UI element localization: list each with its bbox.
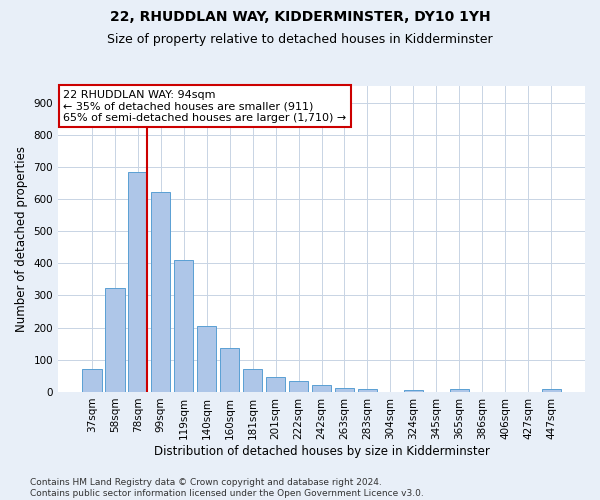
Bar <box>335 388 354 392</box>
Text: Size of property relative to detached houses in Kidderminster: Size of property relative to detached ho… <box>107 32 493 46</box>
Bar <box>358 388 377 392</box>
Text: 22 RHUDDLAN WAY: 94sqm
← 35% of detached houses are smaller (911)
65% of semi-de: 22 RHUDDLAN WAY: 94sqm ← 35% of detached… <box>64 90 347 123</box>
X-axis label: Distribution of detached houses by size in Kidderminster: Distribution of detached houses by size … <box>154 444 490 458</box>
Bar <box>151 192 170 392</box>
Text: Contains HM Land Registry data © Crown copyright and database right 2024.
Contai: Contains HM Land Registry data © Crown c… <box>30 478 424 498</box>
Bar <box>449 388 469 392</box>
Bar <box>105 288 125 392</box>
Bar <box>404 390 423 392</box>
Bar <box>128 172 148 392</box>
Bar <box>289 380 308 392</box>
Bar <box>266 376 286 392</box>
Bar <box>82 369 101 392</box>
Bar <box>197 326 217 392</box>
Text: 22, RHUDDLAN WAY, KIDDERMINSTER, DY10 1YH: 22, RHUDDLAN WAY, KIDDERMINSTER, DY10 1Y… <box>110 10 490 24</box>
Bar <box>542 390 561 392</box>
Bar <box>312 384 331 392</box>
Bar <box>220 348 239 392</box>
Y-axis label: Number of detached properties: Number of detached properties <box>15 146 28 332</box>
Bar <box>243 370 262 392</box>
Bar <box>174 260 193 392</box>
